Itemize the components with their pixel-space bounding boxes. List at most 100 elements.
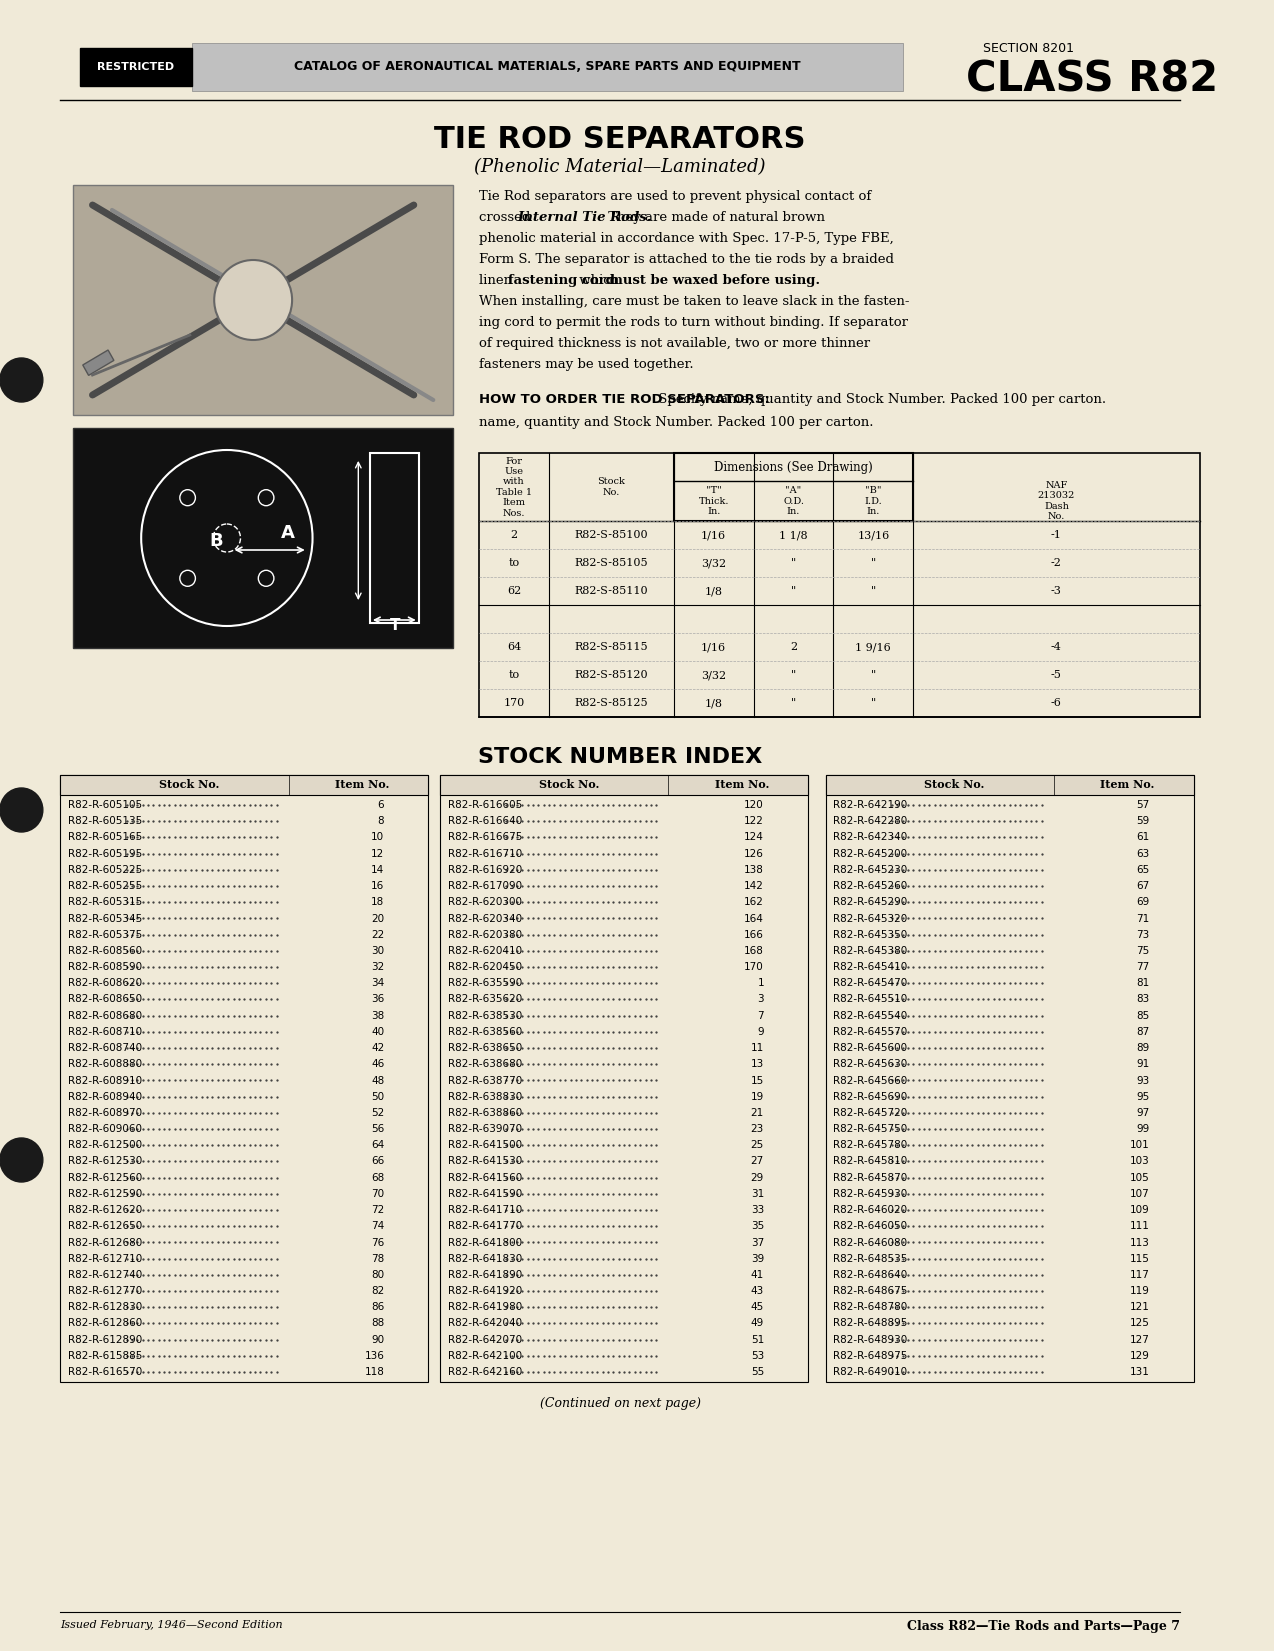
- Text: 113: 113: [1130, 1238, 1149, 1248]
- Text: R82-R-608910: R82-R-608910: [68, 1075, 143, 1085]
- Text: ": ": [870, 670, 877, 680]
- Text: of required thickness is not available, two or more thinner: of required thickness is not available, …: [479, 337, 870, 350]
- Text: 11: 11: [750, 1043, 764, 1053]
- Text: 87: 87: [1136, 1027, 1149, 1037]
- Text: R82-R-612740: R82-R-612740: [68, 1270, 143, 1280]
- Text: ing cord to permit the rods to turn without binding. If separator: ing cord to permit the rods to turn with…: [479, 315, 908, 329]
- Text: R82-R-612590: R82-R-612590: [68, 1189, 143, 1199]
- Text: ": ": [791, 670, 796, 680]
- Text: R82-R-635590: R82-R-635590: [448, 979, 522, 989]
- Text: 80: 80: [371, 1270, 385, 1280]
- Text: must be waxed before using.: must be waxed before using.: [609, 274, 820, 287]
- Text: R82-R-620380: R82-R-620380: [448, 930, 522, 939]
- Text: 1/8: 1/8: [705, 586, 722, 596]
- Text: 1/16: 1/16: [701, 642, 726, 652]
- Text: Stock No.: Stock No.: [159, 779, 219, 791]
- Text: Item No.: Item No.: [1101, 779, 1154, 791]
- Bar: [440, 774, 808, 796]
- Text: R82-S-85120: R82-S-85120: [575, 670, 648, 680]
- Text: R82-R-642040: R82-R-642040: [448, 1319, 522, 1329]
- Text: R82-R-605195: R82-R-605195: [68, 849, 143, 859]
- Text: R82-R-605135: R82-R-605135: [68, 816, 143, 826]
- Text: R82-R-616710: R82-R-616710: [448, 849, 522, 859]
- Text: 122: 122: [744, 816, 764, 826]
- Text: R82-R-645350: R82-R-645350: [833, 930, 907, 939]
- Text: 1/8: 1/8: [705, 698, 722, 708]
- Text: SECTION 8201: SECTION 8201: [984, 41, 1074, 54]
- Text: R82-R-641560: R82-R-641560: [448, 1172, 522, 1182]
- Text: 1/16: 1/16: [701, 530, 726, 540]
- Text: 120: 120: [744, 801, 764, 811]
- Text: 6: 6: [377, 801, 385, 811]
- Bar: [60, 774, 428, 796]
- Text: R82-R-639070: R82-R-639070: [448, 1124, 522, 1134]
- Text: R82-R-612680: R82-R-612680: [68, 1238, 143, 1248]
- Text: 125: 125: [1130, 1319, 1149, 1329]
- Text: 45: 45: [750, 1303, 764, 1313]
- Text: 19: 19: [750, 1091, 764, 1101]
- Text: 57: 57: [1136, 801, 1149, 811]
- Text: R82-R-615885: R82-R-615885: [68, 1351, 143, 1360]
- Text: 42: 42: [371, 1043, 385, 1053]
- Bar: [60, 774, 428, 1382]
- Bar: [826, 774, 1194, 1382]
- Text: R82-R-605375: R82-R-605375: [68, 930, 143, 939]
- Text: R82-R-620410: R82-R-620410: [448, 946, 522, 956]
- Text: R82-R-646050: R82-R-646050: [833, 1222, 907, 1232]
- Text: 131: 131: [1130, 1367, 1149, 1377]
- Text: 95: 95: [1136, 1091, 1149, 1101]
- Text: 61: 61: [1136, 832, 1149, 842]
- Text: 31: 31: [750, 1189, 764, 1199]
- Text: R82-R-645540: R82-R-645540: [833, 1010, 907, 1020]
- Text: R82-R-645870: R82-R-645870: [833, 1172, 907, 1182]
- Text: "B"
I.D.
In.: "B" I.D. In.: [865, 485, 882, 515]
- Text: TIE ROD SEPARATORS: TIE ROD SEPARATORS: [434, 125, 806, 154]
- Text: R82-R-648975: R82-R-648975: [833, 1351, 908, 1360]
- Text: 78: 78: [371, 1253, 385, 1263]
- Text: R82-R-645810: R82-R-645810: [833, 1156, 907, 1167]
- Text: (Continued on next page): (Continued on next page): [540, 1397, 701, 1410]
- Text: R82-R-608560: R82-R-608560: [68, 946, 143, 956]
- Text: -2: -2: [1051, 558, 1061, 568]
- Text: R82-R-612650: R82-R-612650: [68, 1222, 143, 1232]
- Text: R82-R-612500: R82-R-612500: [68, 1141, 143, 1151]
- Text: R82-R-612830: R82-R-612830: [68, 1303, 143, 1313]
- Text: R82-R-645630: R82-R-645630: [833, 1060, 907, 1070]
- Text: They are made of natural brown: They are made of natural brown: [604, 211, 826, 225]
- Text: T: T: [390, 617, 400, 632]
- Text: 16: 16: [371, 882, 385, 892]
- Text: 111: 111: [1130, 1222, 1149, 1232]
- Text: R82-S-85125: R82-S-85125: [575, 698, 648, 708]
- Text: to: to: [508, 558, 520, 568]
- Text: 105: 105: [1130, 1172, 1149, 1182]
- Text: 29: 29: [750, 1172, 764, 1182]
- Text: 109: 109: [1130, 1205, 1149, 1215]
- Text: For
Use
with
Table 1
Item
Nos.: For Use with Table 1 Item Nos.: [496, 456, 533, 517]
- Text: Form S. The separator is attached to the tie rods by a braided: Form S. The separator is attached to the…: [479, 253, 894, 266]
- Text: 93: 93: [1136, 1075, 1149, 1085]
- Text: R82-R-620450: R82-R-620450: [448, 963, 522, 972]
- Text: Class R82—Tie Rods and Parts—Page 7: Class R82—Tie Rods and Parts—Page 7: [907, 1620, 1180, 1633]
- Circle shape: [0, 358, 43, 401]
- Text: 53: 53: [750, 1351, 764, 1360]
- Text: R82-R-608710: R82-R-608710: [68, 1027, 143, 1037]
- Text: Specify name, quantity and Stock Number. Packed 100 per carton.: Specify name, quantity and Stock Number.…: [654, 393, 1106, 406]
- Text: 164: 164: [744, 913, 764, 923]
- Text: R82-R-645290: R82-R-645290: [833, 896, 907, 908]
- Text: R82-S-85100: R82-S-85100: [575, 530, 648, 540]
- Text: R82-R-616640: R82-R-616640: [448, 816, 522, 826]
- Text: R82-R-648640: R82-R-648640: [833, 1270, 907, 1280]
- Text: R82-R-645570: R82-R-645570: [833, 1027, 907, 1037]
- Text: R82-R-605345: R82-R-605345: [68, 913, 143, 923]
- Text: name, quantity and Stock Number. Packed 100 per carton.: name, quantity and Stock Number. Packed …: [479, 416, 874, 429]
- Text: R82-R-605225: R82-R-605225: [68, 865, 143, 875]
- Text: R82-R-638860: R82-R-638860: [448, 1108, 522, 1118]
- Bar: [674, 452, 913, 522]
- Text: CLASS R82: CLASS R82: [966, 58, 1218, 101]
- Text: 70: 70: [371, 1189, 385, 1199]
- Text: R82-R-608940: R82-R-608940: [68, 1091, 143, 1101]
- Text: R82-R-641920: R82-R-641920: [448, 1286, 522, 1296]
- Text: R82-R-648895: R82-R-648895: [833, 1319, 908, 1329]
- Text: R82-R-638530: R82-R-638530: [448, 1010, 522, 1020]
- Text: 65: 65: [1136, 865, 1149, 875]
